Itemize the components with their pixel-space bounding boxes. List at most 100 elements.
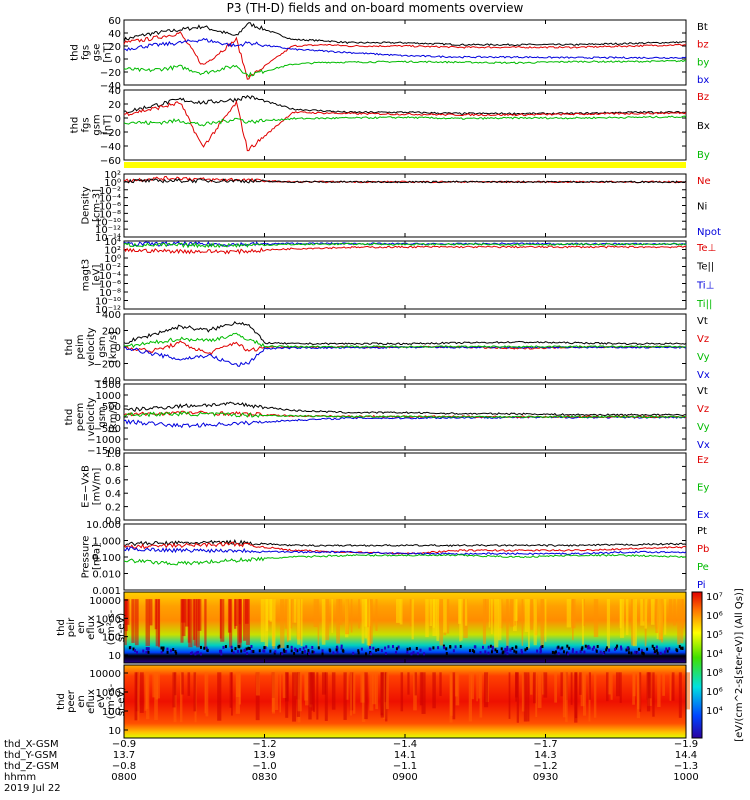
y-axis-label: gsm: [97, 406, 108, 427]
spectrogram-streak: [566, 599, 572, 628]
spectrogram-streak: [644, 599, 648, 629]
y-tick-label: 10⁻¹⁴: [95, 233, 121, 244]
spectrogram-noise: [494, 648, 497, 652]
spectrogram-streak: [158, 599, 161, 648]
spectrogram-noise: [554, 650, 557, 654]
y-axis-label: [nT]: [103, 115, 114, 135]
y-tick-label: 1000: [96, 614, 121, 625]
x-tick-label: −1.9: [674, 739, 698, 750]
spectrogram-streak: [309, 672, 314, 705]
spectrogram-streak: [134, 672, 138, 721]
y-axis-label: (cm²-s-: [106, 683, 117, 719]
y-axis-label: Pressure: [81, 536, 92, 579]
spectrogram-streak: [461, 599, 463, 641]
spectrogram-noise: [232, 651, 235, 655]
spectrogram-noise: [372, 646, 375, 650]
spectrogram-streak: [380, 672, 385, 718]
spectrogram-noise: [634, 650, 637, 654]
series-line-bx: [123, 37, 687, 60]
spectrogram-noise: [199, 652, 202, 656]
spectrogram-streak: [488, 599, 491, 628]
spectrogram-noise: [557, 652, 560, 656]
legend-label: Pe: [697, 562, 709, 573]
spectrogram-streak: [234, 599, 238, 626]
spectrogram-noise: [369, 645, 372, 649]
y-tick-label: −500: [94, 424, 121, 435]
legend-label: Bz: [697, 92, 709, 103]
spectrogram-streak: [657, 672, 661, 708]
panel-frame: [123, 452, 687, 521]
spectrogram-noise: [625, 648, 628, 652]
y-tick-label: 10: [108, 726, 121, 737]
spectrogram-streak: [610, 672, 613, 700]
spectrogram-noise: [504, 649, 507, 653]
spectrogram-streak: [217, 672, 222, 721]
spectrogram-streak: [680, 599, 684, 644]
spectrogram-noise: [145, 650, 148, 654]
spectrogram-streak: [197, 599, 202, 631]
legend-label: Vy: [697, 352, 710, 363]
spectrogram-streak: [521, 599, 524, 646]
spectrogram-fill: [124, 665, 686, 738]
spectrogram-noise: [240, 649, 243, 653]
spectrogram-streak: [324, 672, 328, 721]
spectrogram-noise: [524, 648, 527, 652]
spectrogram-noise: [636, 651, 639, 655]
x-tick-label: 0930: [533, 772, 558, 783]
spectrogram-noise: [142, 649, 145, 653]
spectrogram-streak: [385, 672, 389, 710]
spectrogram-streak: [292, 599, 297, 623]
spectrogram-noise: [410, 652, 413, 656]
spectrogram-streak: [193, 599, 197, 646]
spectrogram-noise: [539, 650, 542, 654]
spectrogram-noise: [515, 645, 518, 649]
spectrogram-noise: [561, 646, 564, 650]
spectrogram-noise: [283, 649, 286, 653]
spectrogram-streak: [204, 599, 207, 648]
plot-title: P3 (TH-D) fields and on-board moments ov…: [226, 1, 524, 15]
colorbar-tick-label: 10⁶: [706, 687, 723, 698]
spectrogram-noise: [653, 647, 656, 651]
spectrogram-ion: 10000 1000 100 10 thd peir en eflux eV (cm²-s-sr-…: [56, 591, 687, 664]
spectrogram-noise: [336, 645, 339, 649]
spectrogram-noise: [668, 647, 671, 651]
spectrogram-noise: [230, 649, 233, 653]
spectrogram-streak: [523, 672, 528, 722]
legend-label: Te||: [696, 262, 714, 273]
spectrogram-streak: [648, 599, 651, 623]
y-axis-label: thd: [64, 339, 75, 356]
y-axis-label: sr-eV): [116, 687, 127, 716]
y-axis-label: Density: [81, 186, 92, 224]
x-tick-label: 1000: [673, 772, 698, 783]
colorbar-tick-label: 10⁵: [706, 630, 723, 641]
spectrogram-streak: [204, 672, 207, 714]
spectrogram-noise: [236, 649, 239, 653]
spectrogram-noise: [258, 649, 261, 653]
spectrogram-noise: [588, 646, 591, 650]
spectrogram-streak: [662, 672, 665, 696]
spectrogram-streak: [421, 672, 426, 714]
spectrogram-noise: [666, 649, 669, 653]
spectrogram-noise: [468, 649, 471, 653]
spectrogram-electron: 10000 1000 100 10 thd peer en eflux eV (cm²-s-sr-…: [56, 664, 690, 739]
y-tick-label: 10⁻⁶: [99, 280, 121, 291]
spectrogram-noise: [443, 646, 446, 650]
spectrogram-streak: [131, 599, 135, 643]
x-tick-label: 0800: [111, 772, 136, 783]
spectrogram-streak: [540, 599, 545, 647]
spectrogram-streak: [560, 672, 564, 697]
spectrogram-noise: [513, 649, 516, 653]
panel-efield: 1.0 0.8 0.6 0.4 0.2 0.0 E=−VxB [mV/m] Ez Ey Ex: [81, 449, 710, 527]
spectrogram-streak: [384, 672, 387, 703]
spectrogram-noise: [133, 649, 136, 653]
spectrogram-streak: [331, 672, 336, 710]
spectrogram-noise: [619, 645, 622, 649]
spectrogram-streak: [619, 672, 622, 703]
spectrogram-streak: [640, 599, 645, 626]
spectrogram-streak: [139, 672, 144, 713]
spectrogram-noise: [321, 649, 324, 653]
series-line-Tii: [123, 242, 687, 249]
legend-label: Bt: [697, 22, 708, 33]
spectrogram-noise: [166, 647, 169, 651]
spectrogram-streak: [639, 672, 642, 712]
